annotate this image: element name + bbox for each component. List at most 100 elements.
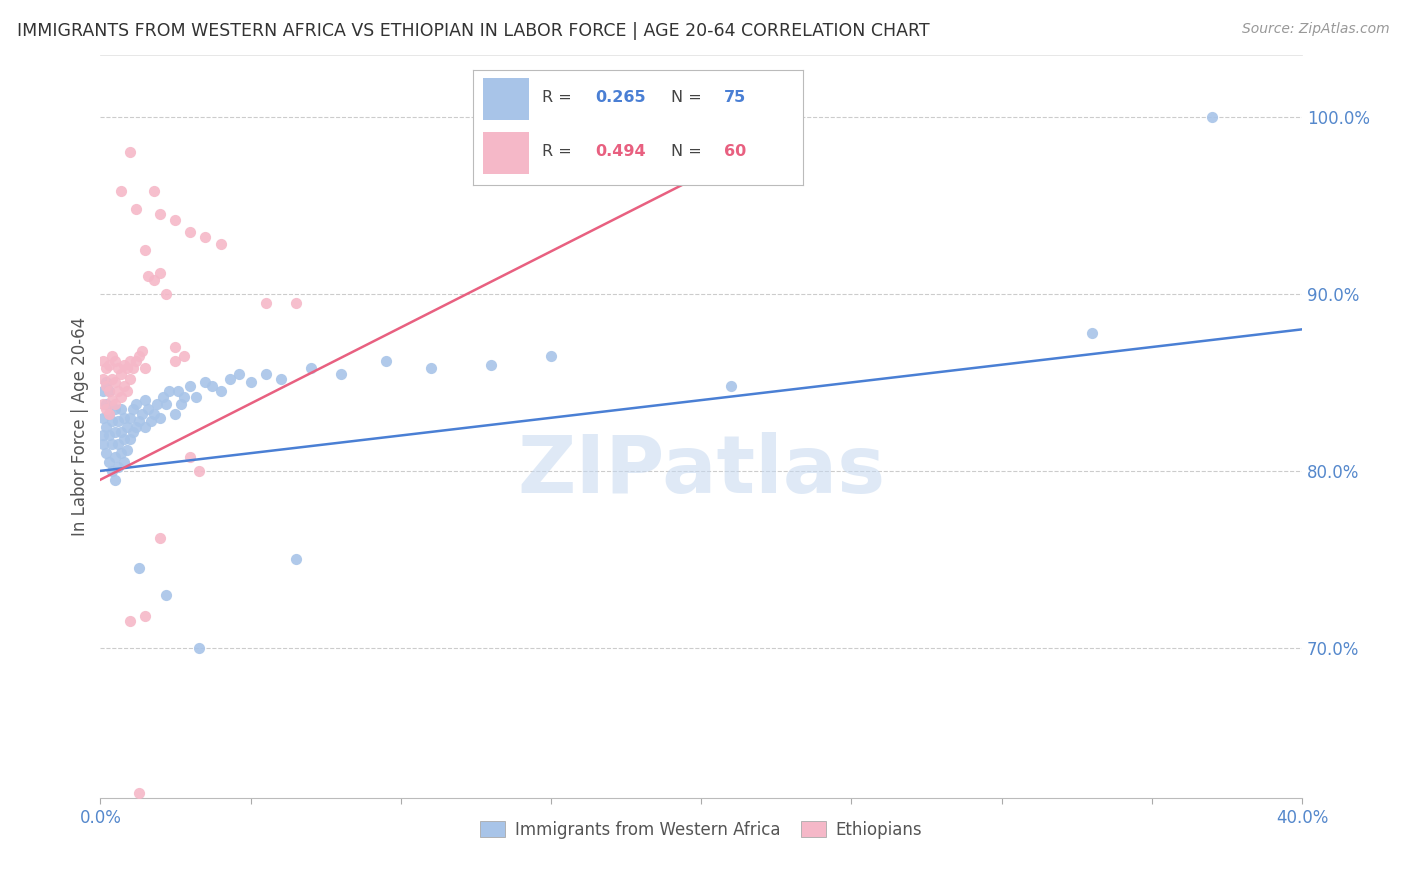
Point <box>98 407 121 421</box>
Point <box>329 367 352 381</box>
Point <box>720 379 742 393</box>
Point <box>125 354 148 368</box>
Point <box>93 384 115 399</box>
Point <box>155 287 177 301</box>
Point <box>101 414 124 428</box>
Point <box>107 361 129 376</box>
Point <box>704 113 727 128</box>
Point <box>165 354 187 368</box>
Point <box>107 384 129 399</box>
Point <box>540 349 562 363</box>
Point <box>101 393 124 408</box>
Point <box>128 414 150 428</box>
Point <box>98 428 121 442</box>
Point <box>120 354 142 368</box>
Point <box>1080 326 1102 340</box>
Point <box>98 407 121 421</box>
Point <box>165 407 187 421</box>
Point <box>128 561 150 575</box>
Point <box>186 390 208 404</box>
Point <box>165 340 187 354</box>
Point <box>104 376 127 390</box>
Point <box>110 425 132 439</box>
Point <box>110 185 132 199</box>
Point <box>107 460 129 475</box>
Point <box>134 243 156 257</box>
Point <box>155 588 177 602</box>
Point <box>110 401 132 416</box>
Point <box>146 397 169 411</box>
Point <box>149 207 172 221</box>
Point <box>138 401 160 416</box>
Point <box>98 358 121 372</box>
Point <box>218 372 240 386</box>
Point <box>96 419 118 434</box>
Point <box>131 407 153 421</box>
Point <box>188 640 211 655</box>
Text: IMMIGRANTS FROM WESTERN AFRICA VS ETHIOPIAN IN LABOR FORCE | AGE 20-64 CORRELATI: IMMIGRANTS FROM WESTERN AFRICA VS ETHIOP… <box>17 22 929 40</box>
Point <box>134 609 156 624</box>
Point <box>155 397 177 411</box>
Point <box>101 437 124 451</box>
Point <box>117 419 139 434</box>
Point <box>104 397 127 411</box>
Point <box>188 464 211 478</box>
Point <box>96 401 118 416</box>
Point <box>104 473 127 487</box>
Point <box>104 450 127 464</box>
Point <box>720 119 742 133</box>
Point <box>112 379 135 393</box>
Point <box>93 372 115 386</box>
Point <box>112 358 135 372</box>
Point <box>110 390 132 404</box>
Point <box>479 358 502 372</box>
Point <box>110 446 132 460</box>
Point <box>93 410 115 425</box>
Point <box>141 414 163 428</box>
Point <box>159 384 181 399</box>
Point <box>128 349 150 363</box>
Point <box>179 225 201 239</box>
Point <box>104 425 127 439</box>
Point <box>98 455 121 469</box>
Point <box>165 212 187 227</box>
Point <box>419 361 441 376</box>
Point <box>93 354 115 368</box>
Point <box>96 361 118 376</box>
Point <box>690 110 713 124</box>
Point <box>194 376 217 390</box>
Point <box>167 384 190 399</box>
Point <box>93 397 115 411</box>
Point <box>93 437 115 451</box>
Point <box>98 384 121 399</box>
Point <box>284 552 307 566</box>
Point <box>675 113 697 128</box>
Point <box>125 202 148 216</box>
Text: Source: ZipAtlas.com: Source: ZipAtlas.com <box>1241 22 1389 37</box>
Point <box>107 414 129 428</box>
Legend: Immigrants from Western Africa, Ethiopians: Immigrants from Western Africa, Ethiopia… <box>474 814 929 846</box>
Point <box>149 410 172 425</box>
Point <box>179 450 201 464</box>
Point <box>101 372 124 386</box>
Point <box>149 531 172 545</box>
Point <box>138 269 160 284</box>
Point <box>98 384 121 399</box>
Point <box>254 295 277 310</box>
Point <box>143 273 166 287</box>
Point <box>209 384 232 399</box>
Point <box>239 376 262 390</box>
Point <box>112 410 135 425</box>
Point <box>122 361 145 376</box>
Point <box>228 367 250 381</box>
Point <box>117 384 139 399</box>
Point <box>254 367 277 381</box>
Point <box>120 372 142 386</box>
Point <box>284 295 307 310</box>
Point <box>209 237 232 252</box>
Y-axis label: In Labor Force | Age 20-64: In Labor Force | Age 20-64 <box>72 317 89 536</box>
Point <box>374 354 396 368</box>
Point <box>134 419 156 434</box>
Text: ZIPatlas: ZIPatlas <box>517 433 886 510</box>
Point <box>131 343 153 358</box>
